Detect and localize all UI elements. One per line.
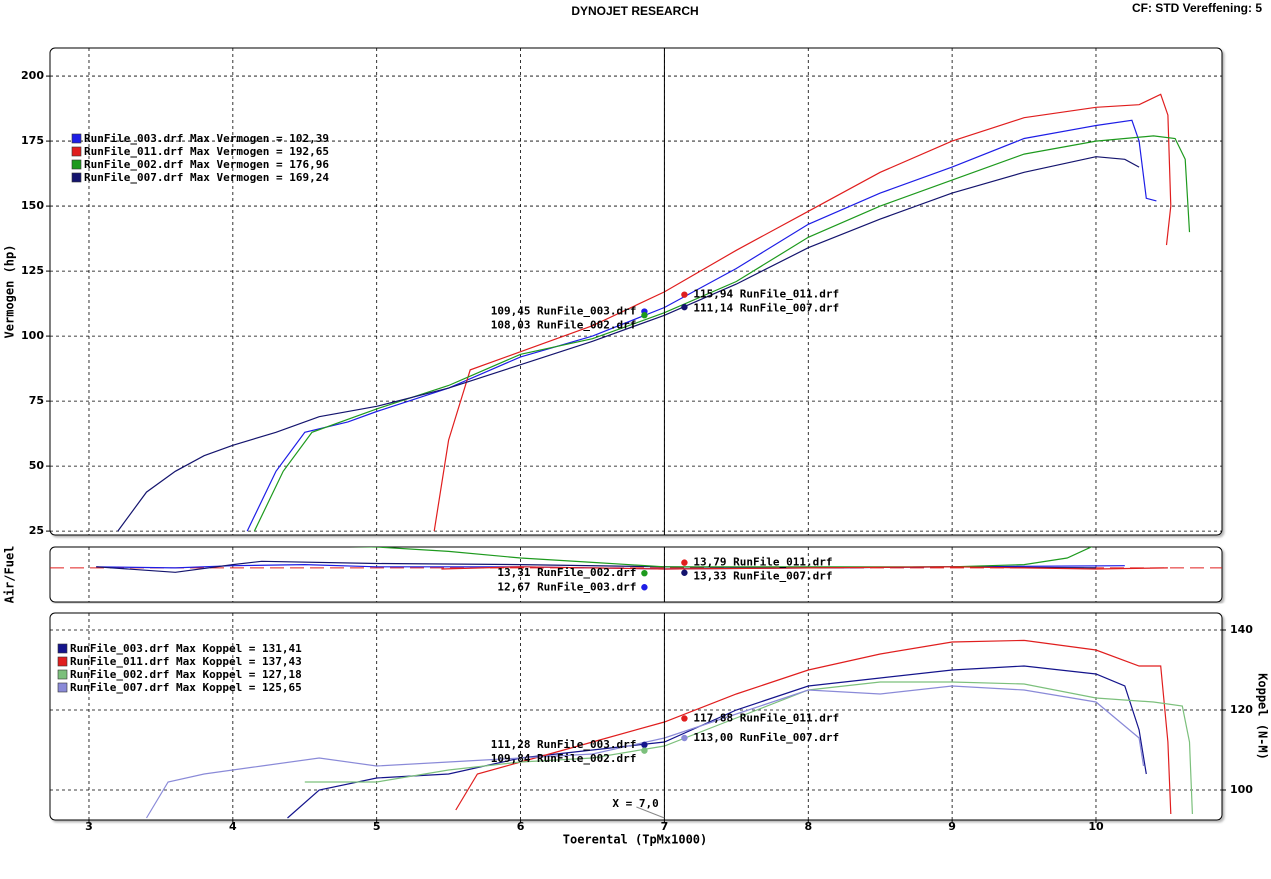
- y-tick-label: 50: [29, 459, 45, 472]
- series-line: [304, 681, 1193, 815]
- legend-swatch: [71, 159, 82, 170]
- y-tick-label: 175: [21, 134, 44, 147]
- legend-label: RunFile_011.drf Max Vermogen = 192,65: [84, 145, 329, 158]
- cursor-label: X = 7,0: [612, 797, 658, 810]
- annotation-label: 12,67 RunFile_003.drf: [497, 580, 636, 593]
- x-axis-label: Toerental (TpMx1000): [563, 833, 708, 847]
- legend-label: RunFile_007.drf Max Vermogen = 169,24: [84, 171, 329, 184]
- settings: CF: STD Vereffening: 5: [1132, 1, 1262, 15]
- annotation-dot: [641, 747, 648, 754]
- annotation-label: 111,14 RunFile_007.drf: [693, 302, 839, 315]
- x-tick-label: 4: [229, 820, 237, 833]
- annotation-dot: [681, 559, 688, 566]
- annotation-label: 108,03 RunFile_002.drf: [491, 319, 637, 332]
- x-tick-label: 3: [85, 820, 93, 833]
- series-line: [253, 135, 1191, 532]
- y-tick-label: 200: [21, 69, 44, 82]
- annotation-dot: [681, 734, 688, 742]
- annotation-label: 111,28 RunFile_003.drf: [491, 738, 637, 751]
- annotation-label: 115,94 RunFile_011.drf: [693, 288, 839, 301]
- legend-label: RunFile_007.drf Max Koppel = 125,65: [70, 681, 302, 694]
- legend-swatch: [57, 656, 68, 667]
- annotation-dot: [681, 303, 688, 311]
- legend-swatch: [71, 146, 82, 157]
- x-tick-label: 8: [804, 820, 812, 833]
- annotation-dot: [641, 569, 648, 577]
- y-axis-label: Vermogen (hp): [3, 245, 17, 339]
- y-axis-label: Koppel (N-M): [1256, 673, 1270, 760]
- leader: [636, 806, 665, 819]
- y-tick-label: 100: [1230, 783, 1253, 796]
- y-tick-label: 25: [29, 524, 44, 537]
- panel-frame: [49, 612, 1223, 821]
- series-line: [433, 93, 1172, 532]
- chart-title: DYNOJET RESEARCH: [571, 4, 698, 18]
- y-tick-label: 75: [29, 394, 44, 407]
- x-tick-label: 6: [517, 820, 525, 833]
- y-tick-label: 125: [21, 264, 44, 277]
- y-axis-label: Air/Fuel: [3, 546, 17, 604]
- panel-frame: [49, 47, 1223, 536]
- series-line: [441, 566, 1168, 570]
- legend-swatch: [71, 133, 82, 144]
- annotation-dot: [641, 584, 648, 591]
- annotation-dot: [641, 312, 648, 319]
- series-line: [145, 685, 1145, 819]
- annotation-label: 109,45 RunFile_003.drf: [491, 305, 637, 318]
- y-tick-label: 100: [21, 329, 44, 342]
- legend-swatch: [57, 682, 68, 693]
- series-line: [117, 156, 1140, 532]
- legend-swatch: [57, 669, 68, 680]
- x-tick-label: 9: [948, 820, 956, 833]
- y-tick-label: 140: [1230, 623, 1253, 636]
- annotation-label: 13,79 RunFile_011.drf: [693, 556, 832, 569]
- annotation-label: 113,00 RunFile_007.drf: [693, 731, 839, 744]
- annotation-label: 117,88 RunFile_011.drf: [693, 711, 839, 724]
- annotation-dot: [641, 741, 648, 749]
- x-tick-label: 7: [661, 820, 669, 833]
- annotation-dot: [681, 569, 688, 576]
- annotation-label: 109,84 RunFile_002.drf: [491, 752, 637, 765]
- series-line: [455, 639, 1172, 815]
- panel-frame: [49, 546, 1223, 603]
- annotation-label: 13,33 RunFile_007.drf: [693, 570, 832, 583]
- annotation-dot: [681, 291, 688, 298]
- legend-label: RunFile_002.drf Max Koppel = 127,18: [70, 668, 302, 681]
- x-tick-label: 10: [1088, 820, 1104, 833]
- plot-area: [50, 613, 1222, 820]
- x-tick-label: 5: [373, 820, 381, 833]
- legend-swatch: [71, 172, 82, 183]
- legend-label: RunFile_003.drf Max Koppel = 131,41: [70, 642, 302, 655]
- legend-label: RunFile_002.drf Max Vermogen = 176,96: [84, 158, 329, 171]
- annotation-dot: [681, 715, 688, 722]
- legend-label: RunFile_011.drf Max Koppel = 137,43: [70, 655, 302, 668]
- y-tick-label: 120: [1230, 703, 1253, 716]
- y-tick-label: 150: [21, 199, 44, 212]
- series-line: [246, 119, 1157, 532]
- annotation-label: 13,31 RunFile_002.drf: [497, 566, 636, 579]
- legend-swatch: [57, 643, 68, 654]
- legend-label: RunFile_003.drf Max Vermogen = 102,39: [84, 132, 329, 145]
- plot-area: [50, 48, 1222, 535]
